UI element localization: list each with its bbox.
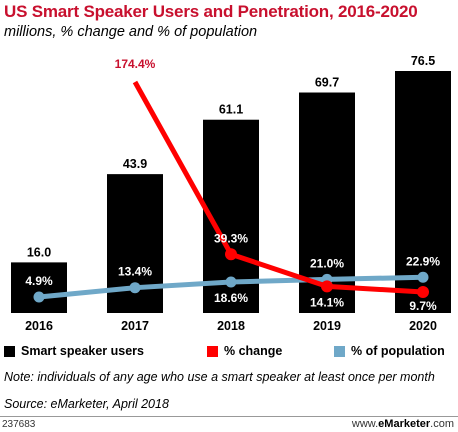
population-point-2016 [33,291,45,303]
change-label-2017: 174.4% [115,57,156,71]
population-label-2017: 13.4% [118,265,152,279]
x-tick-2020: 2020 [409,319,437,333]
x-tick-2018: 2018 [217,319,245,333]
population-point-2018 [225,276,237,288]
population-label-2018: 18.6% [214,291,248,305]
chart-note: Note: individuals of any age who use a s… [4,370,435,384]
change-label-2020: 9.7% [409,299,437,313]
legend-item-change: % change [207,344,282,358]
lines-layer [33,80,429,303]
chart-title: US Smart Speaker Users and Penetration, … [4,2,418,21]
change-label-2019: 14.1% [310,295,344,309]
legend-item-population: % of population [334,344,445,358]
bar-label-2017: 43.9 [123,157,147,171]
population-label-2019: 21.0% [310,256,344,270]
change-point-2018 [225,248,237,261]
bar-label-2020: 76.5 [411,54,435,68]
bar-label-2018: 61.1 [219,103,243,117]
population-point-2017 [129,282,141,294]
brand-name: eMarketer [378,418,431,430]
brand-prefix: www. [351,418,379,430]
x-tick-2019: 2019 [313,319,341,333]
chart-subtitle: millions, % change and % of population [4,24,258,40]
x-tick-2016: 2016 [25,319,53,333]
legend-item-users: Smart speaker users [4,344,144,358]
population-label-2020: 22.9% [406,254,440,268]
legend-swatch-change [207,345,218,357]
legend-swatch-users [4,345,15,357]
legend-swatch-population [334,345,345,357]
change-point-2019 [321,280,333,293]
brand-suffix: .com [430,418,454,430]
bar-label-2016: 16.0 [27,245,51,259]
brand-link[interactable]: www.eMarketer.com [352,418,454,430]
chart-source: Source: eMarketer, April 2018 [4,397,169,411]
labels-layer: 16.0 43.9 61.1 69.7 76.5 174.4% 39.3% 14.1% 9.7%… [25,54,440,333]
legend-label-population: % of population [351,344,445,358]
footer-divider [0,416,458,417]
change-label-2018: 39.3% [214,231,248,245]
x-tick-2017: 2017 [121,319,149,333]
bar-2016 [11,262,67,313]
chart-plot: 16.0 43.9 61.1 69.7 76.5 174.4% 39.3% 14.1% 9.7%… [11,54,451,333]
bar-label-2019: 69.7 [315,76,339,90]
legend: Smart speaker users % change % of popula… [4,344,458,364]
change-point-2020 [417,286,429,298]
legend-label-users: Smart speaker users [21,344,144,358]
chart-id: 237683 [2,419,36,430]
change-line [132,80,424,295]
population-label-2016: 4.9% [25,274,53,288]
legend-label-change: % change [224,344,283,358]
population-point-2020 [417,271,429,283]
